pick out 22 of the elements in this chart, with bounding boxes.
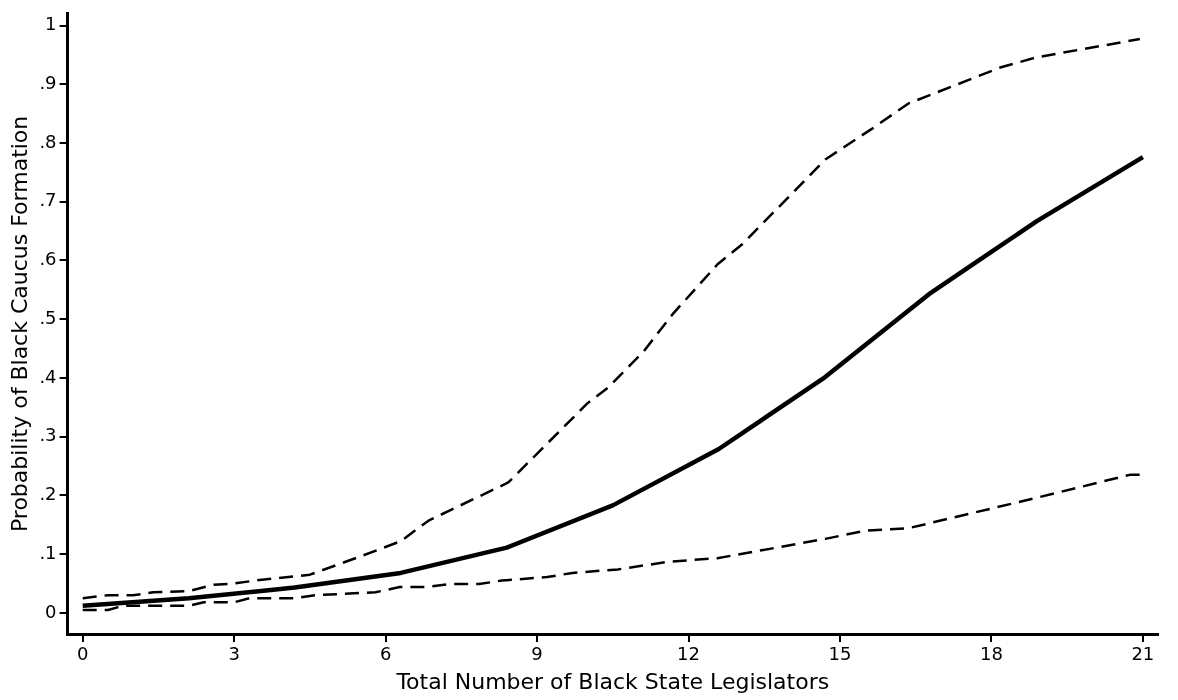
y-tick-label: 1 [45, 13, 57, 35]
y-tick-label: .5 [39, 306, 57, 328]
y-tick-label: .4 [39, 365, 57, 387]
x-tick-label: 9 [531, 643, 543, 665]
y-tick-label: .9 [39, 71, 57, 93]
y-tick-label: .1 [39, 541, 57, 563]
y-tick-label: .8 [39, 130, 57, 152]
x-tick-label: 18 [979, 643, 1003, 665]
x-tick-label: 12 [677, 643, 700, 665]
x-tick-label: 0 [76, 643, 89, 665]
x-tick-label: 3 [228, 643, 240, 665]
y-tick-label: 0 [45, 600, 57, 622]
x-tick-label: 15 [828, 643, 852, 665]
y-tick-label: .6 [39, 248, 57, 270]
y-tick-label: .2 [39, 483, 57, 505]
x-tick-label: 6 [379, 643, 392, 665]
x-axis-title: Total Number of Black State Legislators [395, 668, 830, 694]
line-series [81, 37, 1142, 600]
y-axis-title: Probability of Black Caucus Formation [6, 115, 32, 533]
x-tick-label: 21 [1131, 643, 1155, 665]
y-tick-label: .3 [39, 424, 57, 446]
y-tick-label: .7 [39, 189, 57, 211]
